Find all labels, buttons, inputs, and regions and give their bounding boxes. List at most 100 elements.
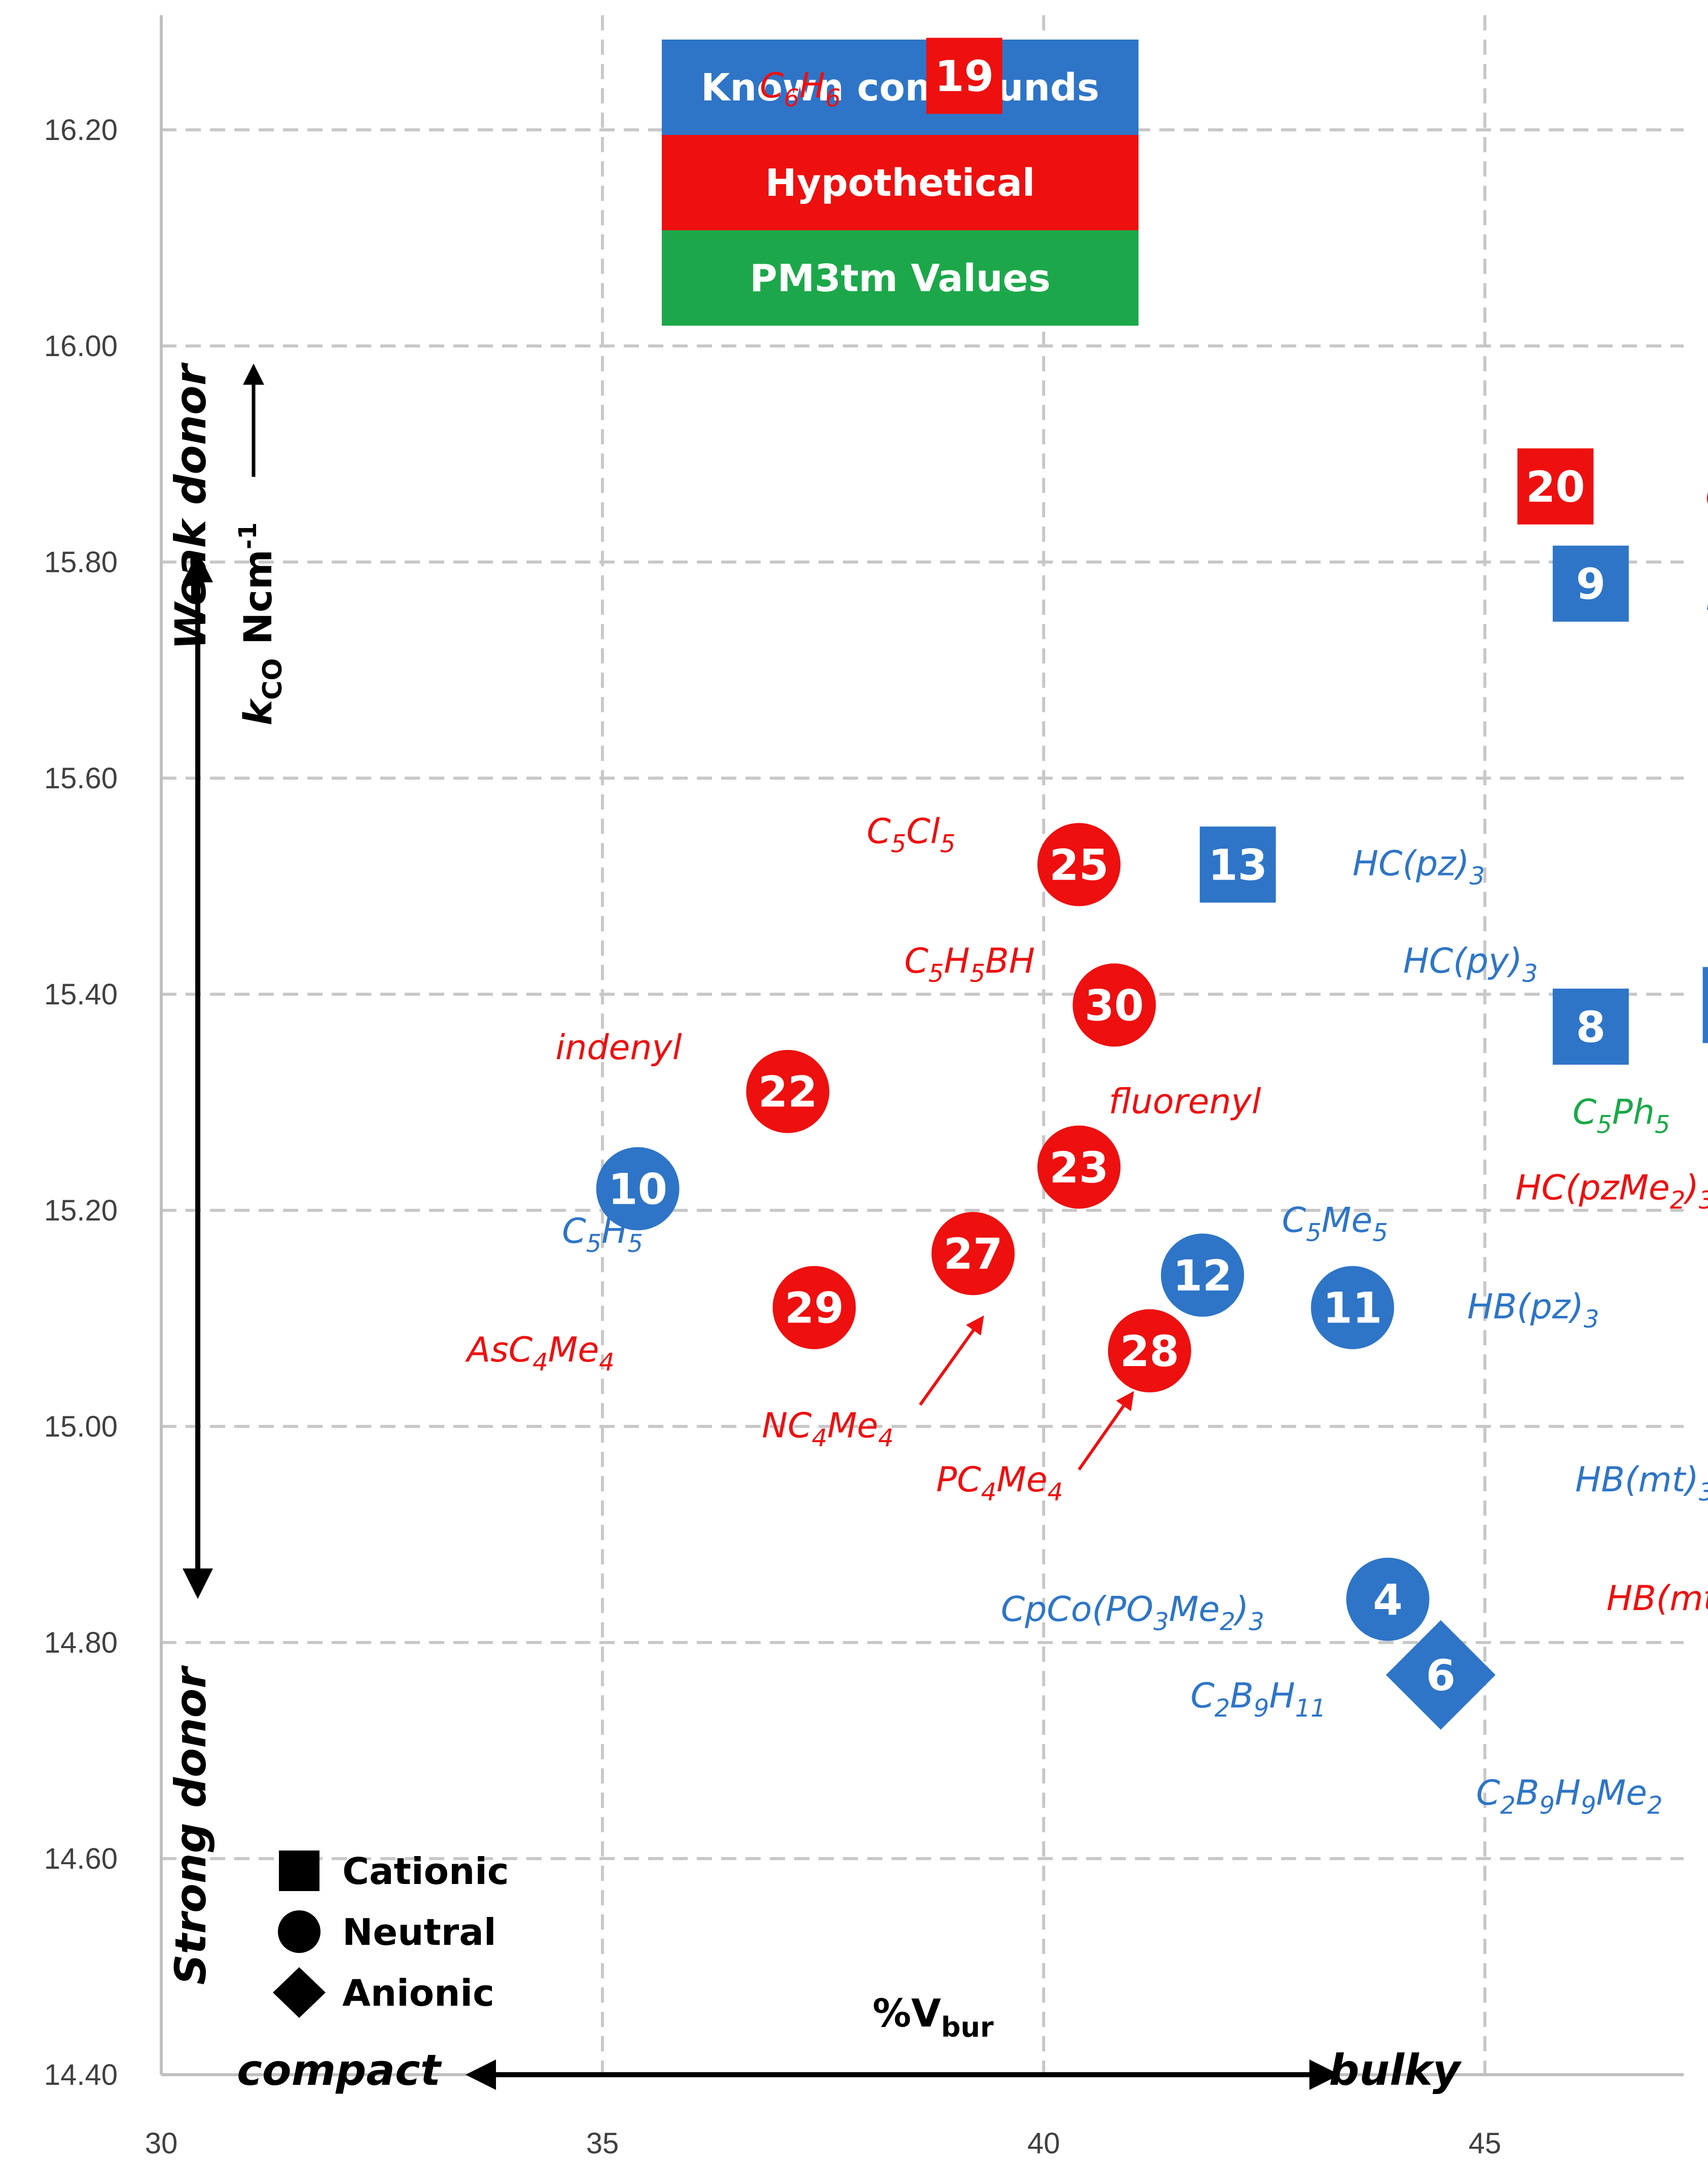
point-number: 28 — [1120, 1326, 1179, 1376]
grid-lines — [161, 15, 1684, 2075]
pointer-arrows — [918, 1315, 1134, 1471]
x-axis-title: %Vbur — [873, 1991, 994, 2043]
point-marker — [1037, 1125, 1121, 1209]
pointer-arrow — [1078, 1391, 1134, 1471]
point-label-l34: HB(mtSe)3 — [1607, 1575, 1708, 1625]
point-label-l11: HB(pz)3 — [1467, 1287, 1599, 1334]
point-label-l23: fluorenyl — [1109, 1081, 1261, 1122]
axis-notes: Weak donor Strong donor compact bulky — [166, 362, 1462, 2095]
point-label-l22: indenyl — [555, 1028, 682, 1068]
point-label-l9: [9]aneS3 — [1705, 574, 1708, 620]
point-number: 20 — [1526, 462, 1585, 512]
point-marker — [1073, 963, 1156, 1047]
point-label-l12: C5Me5 — [1282, 1201, 1388, 1247]
legend-circle-marker — [278, 1910, 321, 1953]
point-marker — [772, 1266, 856, 1349]
point-30: 30 — [1073, 963, 1156, 1047]
point-label-l20: C6Me6 — [1705, 477, 1708, 523]
point-number: 22 — [758, 1067, 817, 1117]
point-marker — [1108, 1309, 1191, 1392]
point-label-l3: C2B9H9Me2 — [1476, 1773, 1663, 1820]
point-marker — [596, 1147, 680, 1231]
point-number: 4 — [1373, 1575, 1402, 1625]
point-28: 28 — [1108, 1309, 1191, 1392]
y-tick-label: 16.20 — [44, 114, 118, 147]
point-marker — [931, 1212, 1015, 1296]
point-20: 20 — [1517, 448, 1594, 525]
point-27: 27 — [931, 1212, 1015, 1296]
point-marker — [1552, 545, 1629, 622]
legend-hypothetical-label: Hypothetical — [765, 161, 1035, 205]
legend-square-label: Cationic — [342, 1850, 509, 1893]
y-tick-label: 14.60 — [44, 1842, 118, 1875]
legend-circle-label: Neutral — [342, 1911, 496, 1953]
point-number: 23 — [1049, 1143, 1109, 1193]
point-label-l28: PC4Me4 — [936, 1460, 1063, 1507]
point-label-l29: AsC4Me4 — [465, 1330, 615, 1377]
tick-labels: 3035404550556014.4014.6014.8015.0015.201… — [44, 114, 1502, 2160]
point-marker — [1346, 1557, 1430, 1641]
point-6: 6 — [1386, 1620, 1496, 1730]
point-marker — [1517, 448, 1594, 525]
point-12: 12 — [1161, 1233, 1244, 1317]
point-number: 27 — [943, 1229, 1003, 1279]
y-tick-label: 14.80 — [44, 1626, 118, 1659]
legend-known-label: Known compounds — [701, 66, 1099, 110]
point-number: 30 — [1085, 981, 1144, 1030]
legend-diamond-marker — [273, 1967, 326, 2018]
point-label-l27: NC4Me4 — [762, 1406, 894, 1452]
y-tick-label: 15.20 — [44, 1194, 118, 1227]
point-number: 9 — [1576, 560, 1606, 609]
point-label-l19: C6H6 — [760, 66, 841, 113]
strong-donor-label: Strong donor — [166, 1665, 216, 1985]
y-tick-label: 15.80 — [44, 546, 118, 579]
point-label-l25: C5Cl5 — [867, 812, 955, 858]
point-22: 22 — [746, 1050, 830, 1133]
point-number: 8 — [1576, 1002, 1606, 1052]
point-marker — [1386, 1620, 1496, 1730]
point-19: 19 — [926, 38, 1003, 114]
point-number: 10 — [608, 1164, 667, 1214]
y-tick-label: 15.40 — [44, 978, 118, 1011]
point-marker — [1311, 1266, 1394, 1349]
legend-diamond-label: Anionic — [342, 1972, 494, 2014]
x-tick-label: 35 — [586, 2127, 619, 2160]
point-15: 15 — [1702, 967, 1708, 1043]
point-number: 11 — [1323, 1283, 1382, 1333]
point-label-l6: C2B9H11 — [1190, 1676, 1326, 1723]
point-label-l13: HC(pz)3 — [1353, 844, 1485, 891]
legend-known-box — [662, 40, 1138, 135]
y-tick-label: 14.40 — [44, 2058, 118, 2091]
point-label-l30: C5H5BH — [904, 941, 1035, 988]
legend-pm3tm-label: PM3tm Values — [750, 257, 1050, 300]
point-number: 19 — [935, 52, 994, 101]
point-label-l8: HC(py)3 — [1403, 941, 1538, 988]
point-marker — [1552, 988, 1629, 1065]
point-29: 29 — [772, 1266, 856, 1349]
x-tick-label: 45 — [1469, 2127, 1502, 2160]
point-8: 8 — [1552, 988, 1629, 1065]
y-tick-label: 15.00 — [44, 1410, 118, 1443]
point-10: 10 — [596, 1147, 680, 1231]
point-marker — [1199, 826, 1276, 903]
x-tick-label: 40 — [1027, 2127, 1060, 2160]
point-number: 6 — [1426, 1651, 1455, 1700]
y-tick-label: 15.60 — [44, 762, 118, 795]
compact-label: compact — [237, 2045, 442, 2095]
legend: Known compounds Hypothetical PM3tm Values C… — [273, 40, 1138, 2018]
point-25: 25 — [1037, 823, 1121, 906]
y-axis-title: kCO Ncm-1 — [234, 522, 288, 726]
point-marker — [1161, 1233, 1244, 1317]
point-label-l5: HB(mt)3 — [1575, 1460, 1708, 1507]
legend-square-marker — [279, 1850, 319, 1891]
point-number: 29 — [785, 1283, 844, 1333]
point-13: 13 — [1199, 826, 1276, 903]
point-labels: HB(ImMe)3HB(pzMe2)3C2B9H9Me2CpCo(PO3Me2)… — [465, 66, 1708, 1820]
point-9: 9 — [1552, 545, 1629, 622]
point-23: 23 — [1037, 1125, 1121, 1209]
point-number: 25 — [1049, 840, 1109, 890]
point-marker — [1037, 823, 1121, 906]
point-marker — [926, 38, 1003, 114]
point-number: 13 — [1208, 840, 1267, 890]
